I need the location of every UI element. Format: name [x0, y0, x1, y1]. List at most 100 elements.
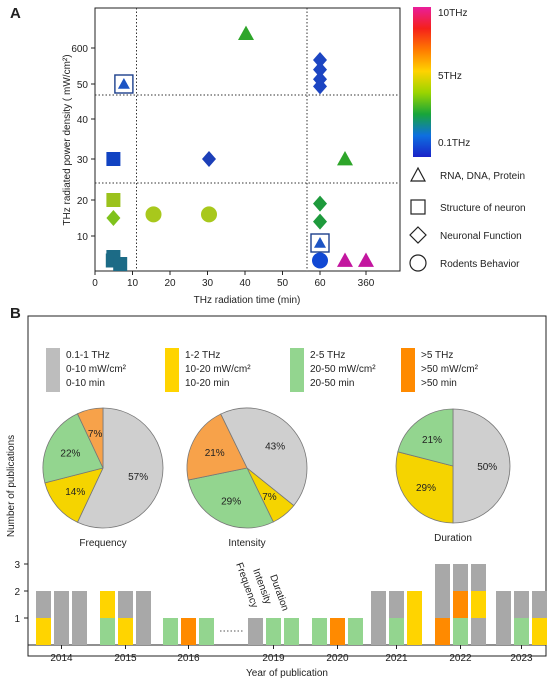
legend-swatch: [290, 348, 304, 392]
pie-slice-label: 29%: [416, 483, 436, 494]
legend-swatch: [165, 348, 179, 392]
pie-slice-label: 43%: [265, 442, 285, 453]
pie-slice: [44, 467, 104, 523]
bar-segment: [453, 564, 468, 591]
pie-slice-label: 57%: [128, 472, 148, 483]
bar-segment: [248, 618, 263, 645]
y-tick-label: 40: [77, 115, 89, 126]
bar-segment: [435, 591, 450, 618]
bar-segment: [496, 591, 511, 618]
pie-title: Frequency: [79, 538, 126, 549]
circle-point: [145, 206, 162, 223]
bar-segment: [453, 618, 468, 645]
bar-segment: [435, 618, 450, 645]
legend-swatch: [46, 348, 60, 392]
pie-slice-label: 50%: [477, 462, 497, 473]
panel-label-b: B: [10, 305, 21, 322]
bar-segment: [330, 618, 345, 645]
diamond-point: [313, 61, 327, 78]
pie-slice: [42, 413, 104, 484]
diamond-point: [313, 52, 327, 68]
scatter-divider-lines: [95, 8, 400, 271]
legend-text: 0-10 mW/cm²: [66, 364, 127, 375]
bar-segment: [371, 618, 386, 645]
year-label: 2014: [50, 653, 73, 664]
bar-segment: [312, 618, 327, 645]
x-tick-label: 40: [239, 278, 251, 289]
pie-title: Duration: [434, 533, 472, 544]
diamond-point: [313, 195, 327, 212]
triangle-point: [337, 252, 353, 267]
square-point: [106, 193, 121, 207]
legend-text: 0-10 min: [66, 378, 105, 389]
pie-slice: [395, 451, 454, 524]
year-label: 2016: [177, 653, 200, 664]
bar-legend: 0.1-1 THz 0-10 mW/cm² 0-10 min 1-2 THz 10-20…: [46, 348, 479, 392]
pie-slice-label: 22%: [60, 449, 80, 460]
x-tick-label: 30: [202, 278, 214, 289]
legend-circle-icon: [409, 254, 427, 272]
legend-text: >5 THz: [421, 350, 453, 361]
legend-text: 0.1-1 THz: [66, 350, 110, 361]
bar-segment: [471, 591, 486, 618]
circle-point: [201, 206, 217, 223]
legend-label-rna: RNA, DNA, Protein: [440, 171, 525, 182]
bar-segment: [389, 618, 404, 645]
bar-segment: [471, 564, 486, 591]
bar-segment: [471, 618, 486, 645]
bar-segment: [514, 618, 529, 645]
bar-segment: [514, 591, 529, 618]
square-point: [113, 257, 128, 271]
year-label: 2019: [262, 653, 285, 664]
year-label: 2023: [510, 653, 533, 664]
bar-segment: [136, 591, 151, 618]
diamond-point: [313, 213, 327, 230]
legend-label-behavior: Rodents Behavior: [440, 259, 520, 270]
bar-segment: [435, 564, 450, 591]
legend-swatch: [401, 348, 415, 392]
legend-label-function: Neuronal Function: [440, 231, 522, 242]
legend-text: >50 min: [421, 378, 457, 389]
bar-segment: [284, 618, 299, 645]
triangle-point: [238, 25, 254, 40]
scatter-y-axis-label: THz radiated power density ( mW/cm²): [62, 54, 73, 225]
diamond-point: [106, 210, 121, 226]
bar-segment: [36, 618, 51, 645]
y-tick-label: 30: [77, 155, 89, 166]
pie-slice: [76, 407, 164, 529]
bar-segment: [266, 618, 281, 645]
triangle-point: [117, 78, 130, 89]
bars: 2014 2015 2016 2019 2020 2021 2022 2023: [36, 564, 547, 664]
bar-segment: [118, 618, 133, 645]
x-tick-label: 10: [127, 278, 139, 289]
triangle-point: [314, 237, 326, 248]
y-tick-label: 50: [77, 80, 89, 91]
bar-y-tick-label: 2: [14, 587, 20, 598]
pie-slice: [452, 408, 511, 524]
square-point: [106, 152, 121, 166]
pie-slice: [187, 467, 274, 529]
y-tick-label: 600: [71, 44, 88, 55]
bar-segment: [136, 618, 151, 645]
y-tick-label: 10: [77, 232, 89, 243]
colorbar-label-01thz: 0.1THz: [438, 138, 470, 149]
bar-segment: [371, 591, 386, 618]
x-tick-label: 20: [164, 278, 176, 289]
pie-slice: [220, 407, 308, 507]
scatter-points: [105, 25, 374, 271]
bar-segment: [348, 618, 363, 645]
triangle-point: [358, 252, 374, 267]
circle-point: [312, 252, 328, 269]
bar-segment: [36, 591, 51, 618]
bar-segment: [118, 591, 133, 618]
bar-segment: [54, 618, 69, 645]
panel-label-a: A: [10, 5, 21, 22]
legend-text: 1-2 THz: [185, 350, 220, 361]
x-tick-label: 0: [92, 278, 98, 289]
bar-segment: [54, 591, 69, 618]
colorbar-label-10thz: 10THz: [438, 8, 467, 19]
y-tick-label: 20: [77, 196, 89, 207]
bar-segment: [72, 618, 87, 645]
